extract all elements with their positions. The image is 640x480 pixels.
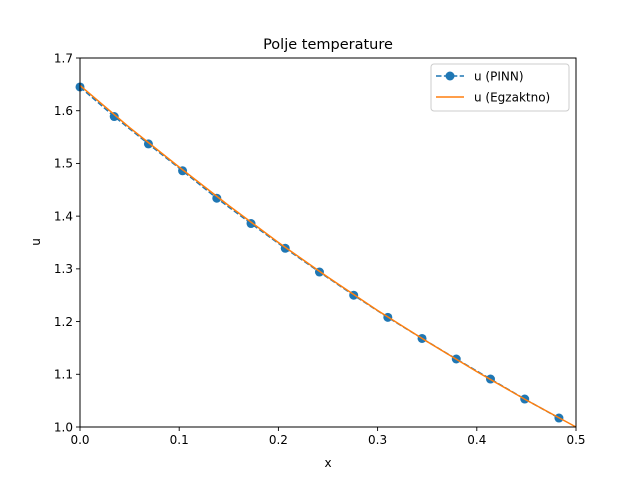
y-tick-label: 1.4 [54,209,73,223]
legend: u (PINN) u (Egzaktno) [430,63,570,112]
y-axis-label: u [29,238,43,246]
data-point-pinn [109,112,119,122]
plot-area [80,58,576,427]
legend-box [430,63,570,112]
y-tick-label: 1.0 [54,420,73,434]
legend-label-pinn: u (PINN) [474,70,524,84]
legend-marker-pinn [445,71,455,81]
x-tick-label: 0.3 [368,433,387,447]
y-tick-label: 1.5 [54,157,73,171]
x-axis: 0.0 0.1 0.2 0.3 0.4 0.5 [70,427,586,447]
series-line-egzaktno [79,84,577,428]
y-tick-label: 1.3 [54,262,73,276]
y-tick-label: 1.1 [54,368,73,382]
x-axis-label: x [324,456,331,470]
x-tick-label: 0.0 [70,433,89,447]
y-tick-label: 1.7 [54,51,73,65]
x-tick-label: 0.2 [269,433,288,447]
plot-frame [79,57,577,428]
legend-label-egzaktno: u (Egzaktno) [474,91,550,105]
chart-title: Polje temperature [263,37,393,53]
x-tick-label: 0.4 [467,433,486,447]
series-layer [75,82,577,428]
x-tick-label: 0.5 [566,433,585,447]
data-point-pinn [212,193,222,203]
y-tick-label: 1.6 [54,104,73,118]
y-axis: 1.0 1.1 1.2 1.3 1.4 1.5 1.6 1.7 [54,51,80,434]
y-tick-label: 1.2 [54,315,73,329]
x-tick-label: 0.1 [170,433,189,447]
